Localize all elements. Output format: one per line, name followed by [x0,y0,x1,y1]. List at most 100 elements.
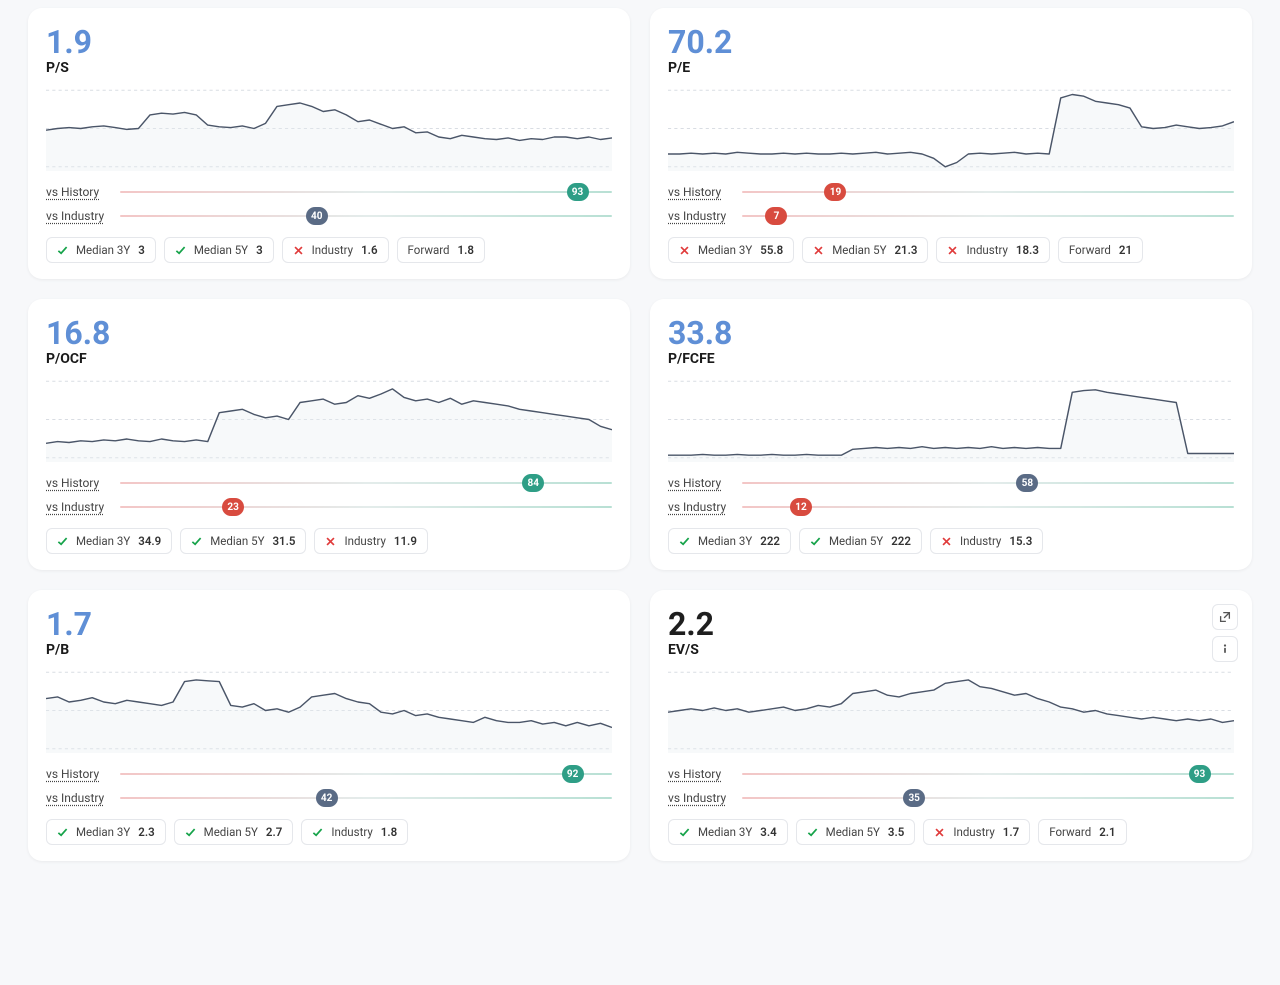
comparison-marker: 93 [1189,765,1211,783]
comparison-label: vs History [668,185,730,199]
stat-pill[interactable]: Median 3Y55.8 [668,237,794,263]
comparison-marker: 19 [824,183,846,201]
stat-pill[interactable]: Median 5Y31.5 [180,528,306,554]
pill-name: Industry [960,534,1001,548]
comparison-bar: vs History 84 [46,476,612,490]
cross-icon [293,245,304,256]
pill-value: 2.7 [266,825,282,839]
pill-name: Median 3Y [698,825,752,839]
pill-value: 11.9 [394,534,417,548]
pill-value: 222 [891,534,911,548]
comparison-track: 93 [120,191,612,193]
pill-value: 3 [256,243,263,257]
pill-row: Median 3Y34.9 Median 5Y31.5 Industry 11.9 [46,528,612,554]
metric-label: P/E [668,60,1234,76]
pill-value: 3.4 [760,825,776,839]
stat-pill[interactable]: Median 5Y3 [164,237,274,263]
stat-pill[interactable]: Industry1.7 [923,819,1030,845]
check-icon [807,827,818,838]
check-icon [679,827,690,838]
comparison-label: vs Industry [46,500,108,514]
metric-card: 1.7P/Bvs History92vs Industry42Median 3Y… [28,590,630,861]
cross-icon [813,245,824,256]
pill-value: 15.3 [1009,534,1032,548]
stat-pill[interactable]: Median 3Y 3 [46,237,156,263]
cross-icon [934,827,945,838]
comparison-label: vs Industry [668,500,730,514]
check-icon [185,827,196,838]
comparison-track: 35 [742,797,1234,799]
pill-value: 3 [138,243,145,257]
metric-card: 33.8P/FCFEvs History58vs Industry12Media… [650,299,1252,570]
stat-pill[interactable]: Median 5Y 2.7 [174,819,294,845]
pill-name: Industry [966,243,1007,257]
stat-pill[interactable]: Industry1.8 [301,819,408,845]
stat-pill[interactable]: Median 3Y 3.4 [668,819,788,845]
comparison-marker: 92 [562,765,584,783]
pill-value: 31.5 [272,534,295,548]
comparison-label: vs History [46,185,108,199]
pill-name: Industry [344,534,385,548]
metric-label: P/FCFE [668,351,1234,367]
pill-row: Median 3Y2.3 Median 5Y 2.7 Industry1.8 [46,819,612,845]
stat-pill[interactable]: Median 3Y34.9 [46,528,172,554]
stat-pill[interactable]: Median 5Y21.3 [802,237,928,263]
stat-pill[interactable]: Industry 15.3 [930,528,1043,554]
metric-label: EV/S [668,642,1234,658]
pill-name: Forward [1069,243,1111,257]
pill-name: Industry [953,825,994,839]
comparison-marker: 23 [222,498,244,516]
comparison-track: 7 [742,215,1234,217]
stat-pill[interactable]: Industry1.6 [282,237,389,263]
stat-pill[interactable]: Industry 11.9 [314,528,427,554]
stat-pill[interactable]: Median 5Y 3.5 [796,819,916,845]
metric-card: 70.2P/Evs History19vs Industry7Median 3Y… [650,8,1252,279]
check-icon [175,245,186,256]
pill-value: 18.3 [1016,243,1039,257]
comparison-label: vs Industry [668,791,730,805]
comparison-marker: 35 [903,789,925,807]
comparison-track: 40 [120,215,612,217]
comparison-track: 19 [742,191,1234,193]
stat-pill[interactable]: Median 3Y222 [668,528,791,554]
pill-name: Median 3Y [76,534,130,548]
expand-button[interactable] [1212,604,1238,630]
pill-value: 1.8 [458,243,474,257]
comparison-track: 23 [120,506,612,508]
comparison-track: 84 [120,482,612,484]
stat-pill[interactable]: Forward2.1 [1038,819,1126,845]
stat-pill[interactable]: Median 5Y222 [799,528,922,554]
pill-name: Forward [1049,825,1091,839]
comparison-label: vs Industry [46,209,108,223]
comparison-marker: 93 [567,183,589,201]
comparison-marker: 12 [790,498,812,516]
metric-value: 1.9 [46,26,612,58]
pill-name: Median 5Y [826,825,880,839]
metric-card: 2.2EV/Svs History93vs Industry35Median 3… [650,590,1252,861]
comparison-bar: vs Industry 12 [668,500,1234,514]
metric-label: P/S [46,60,612,76]
stat-pill[interactable]: Industry 18.3 [936,237,1049,263]
check-icon [679,536,690,547]
comparison-bar: vs Industry 35 [668,791,1234,805]
comparison-bar: vs History 19 [668,185,1234,199]
cross-icon [941,536,952,547]
pill-name: Median 3Y [76,243,130,257]
info-button[interactable] [1212,636,1238,662]
pill-row: Median 3Y 3.4 Median 5Y 3.5 Industry1.7 Forwa… [668,819,1234,845]
pill-row: Median 3Y222 Median 5Y222 Industry 15.3 [668,528,1234,554]
pill-value: 55.8 [760,243,783,257]
comparison-bar: vs Industry 23 [46,500,612,514]
metric-card: 1.9 P/S vs History 93 vs Industry 40 Median 3Y… [28,8,630,279]
stat-pill[interactable]: Forward21 [1058,237,1143,263]
comparison-label: vs Industry [46,791,108,805]
pill-value: 3.5 [888,825,904,839]
pill-name: Median 3Y [76,825,130,839]
stat-pill[interactable]: Median 3Y2.3 [46,819,166,845]
comparison-label: vs History [46,476,108,490]
comparison-bar: vs Industry7 [668,209,1234,223]
stat-pill[interactable]: Forward1.8 [397,237,485,263]
check-icon [57,245,68,256]
pill-name: Median 5Y [204,825,258,839]
cross-icon [947,245,958,256]
